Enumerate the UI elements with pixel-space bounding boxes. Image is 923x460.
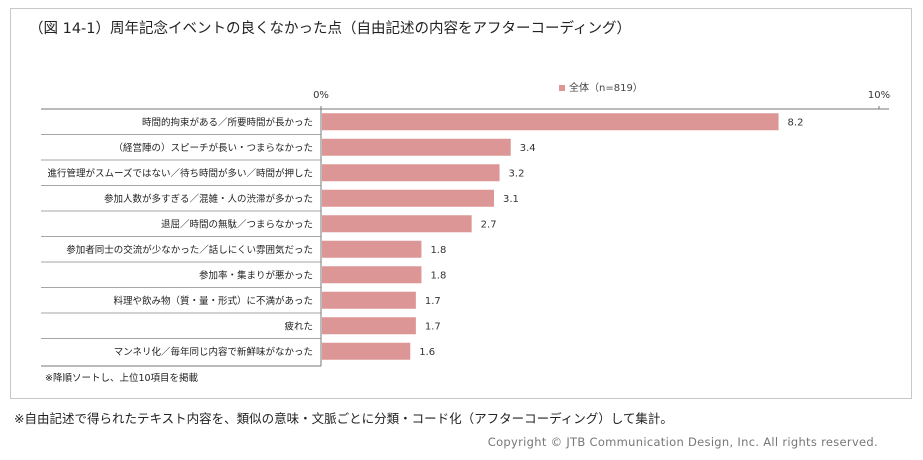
- category-label: 参加者同士の交流が少なかった／話しにくい雰囲気だった: [66, 244, 313, 256]
- category-label: 参加率・集まりが悪かった: [199, 269, 313, 281]
- bar: [322, 215, 472, 233]
- data-label: 8.2: [788, 117, 804, 128]
- data-label: 3.4: [520, 143, 536, 154]
- legend-swatch: [559, 85, 565, 91]
- category-label: 進行管理がスムーズではない／待ち時間が多い／時間が押した: [47, 167, 313, 179]
- bar: [322, 138, 511, 156]
- bar: [322, 189, 494, 207]
- x-tick-label: 0%: [313, 90, 329, 101]
- data-label: 1.8: [430, 270, 446, 281]
- category-label: 疲れた: [284, 320, 313, 332]
- category-label: 料理や飲み物（質・量・形式）に不満があった: [113, 295, 313, 307]
- category-label: マンネリ化／毎年同じ内容で新鮮味がなかった: [114, 346, 313, 358]
- bar: [322, 266, 422, 284]
- data-label: 3.1: [503, 194, 519, 205]
- data-label: 1.7: [425, 321, 441, 332]
- data-label: 1.6: [419, 347, 435, 358]
- bar: [322, 164, 500, 182]
- data-label: 1.8: [430, 245, 446, 256]
- category-label: 退屈／時間の無駄／つまらなかった: [161, 218, 313, 230]
- legend-label: 全体（n=819）: [569, 81, 643, 94]
- bar-chart: 0% 10% 全体（n=819） 時間的拘束がある／所要時間が長かった 8.2 （経営陣の…: [41, 81, 890, 384]
- chart-frame: （図 14-1）周年記念イベントの良くなかった点（自由記述の内容をアフターコーデ…: [10, 8, 912, 399]
- bar: [322, 317, 416, 335]
- bar: [322, 342, 411, 360]
- bar: [322, 240, 422, 258]
- chart-note: ※降順ソートし、上位10項目を掲載: [45, 372, 199, 384]
- copyright: Copyright © JTB Communication Design, In…: [487, 435, 878, 449]
- chart-title: （図 14-1）周年記念イベントの良くなかった点（自由記述の内容をアフターコーデ…: [29, 21, 631, 37]
- bar: [322, 113, 779, 131]
- category-label: （経営陣の）スピーチが長い・つまらなかった: [113, 142, 313, 154]
- category-label: 参加人数が多すぎる／混雑・人の渋滞が多かった: [104, 193, 313, 205]
- data-label: 2.7: [481, 219, 497, 230]
- category-label: 時間的拘束がある／所要時間が長かった: [142, 116, 313, 128]
- data-label: 3.2: [509, 168, 525, 179]
- x-tick-label: 10%: [868, 90, 890, 101]
- data-label: 1.7: [425, 296, 441, 307]
- bar: [322, 291, 416, 309]
- footnote: ※自由記述で得られたテキスト内容を、類似の意味・文脈ごとに分類・コード化（アフタ…: [14, 411, 673, 426]
